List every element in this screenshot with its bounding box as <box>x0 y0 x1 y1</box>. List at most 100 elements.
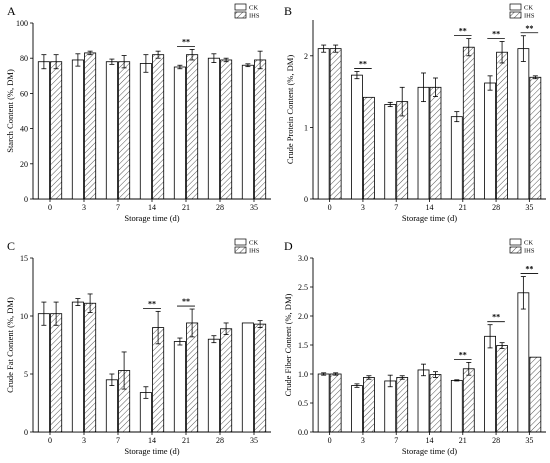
x-tick-label: 35 <box>250 436 258 445</box>
bar-ihs <box>84 302 97 433</box>
bar-ihs <box>462 46 475 200</box>
x-axis-title: Storage time (d) <box>402 213 457 223</box>
y-tick-label: 2 <box>304 52 308 61</box>
bar-ihs <box>496 345 508 433</box>
bar-ck <box>484 335 496 433</box>
x-tick-label: 28 <box>216 203 224 212</box>
significance-label: ** <box>525 265 533 274</box>
legend-swatch-ihs <box>509 11 522 19</box>
significance-label: ** <box>182 37 190 46</box>
y-tick-label: 2.5 <box>298 283 308 292</box>
significance-label: ** <box>459 27 467 36</box>
legend-label-ck: CK <box>249 5 258 12</box>
y-tick-label: 0 <box>304 195 308 204</box>
bar-ck <box>207 57 220 200</box>
y-axis-title: Starch Content (%, DM) <box>5 69 15 153</box>
y-tick-label: 0.0 <box>298 428 308 437</box>
panel-label: A <box>7 4 16 18</box>
bar-ck <box>517 48 530 200</box>
panel-label: D <box>284 239 293 253</box>
significance-label: ** <box>492 313 500 322</box>
x-tick-label: 21 <box>459 203 467 212</box>
legend-swatch-ck <box>234 3 247 11</box>
significance-label: ** <box>525 24 533 33</box>
panel-label: C <box>7 239 15 253</box>
x-tick-label: 21 <box>182 436 190 445</box>
bar-ihs <box>186 54 199 200</box>
bar-ck <box>37 313 50 433</box>
bar-ck <box>351 74 363 200</box>
significance-label: ** <box>459 350 467 359</box>
bar-ihs <box>363 377 375 433</box>
significance-label: ** <box>492 29 500 38</box>
legend-label-ck: CK <box>524 240 533 247</box>
bar-ck <box>37 61 50 200</box>
x-tick-label: 0 <box>48 203 52 212</box>
x-tick-label: 14 <box>148 203 156 212</box>
legend-swatch-ck <box>509 3 522 11</box>
legend-swatch-ck <box>509 238 522 246</box>
significance-label: ** <box>359 60 367 69</box>
chart-panel-b: B 0 1 2 Crude Protein Content (%, DM) Storage… <box>284 3 546 223</box>
x-tick-label: 35 <box>525 436 533 445</box>
x-tick-label: 35 <box>250 203 258 212</box>
y-tick-label: 5 <box>24 370 28 379</box>
bar-ck <box>317 48 330 200</box>
bar-ck <box>351 385 363 433</box>
bar-ihs <box>186 322 199 433</box>
bar-ihs <box>329 48 342 200</box>
bar-ihs <box>50 61 63 200</box>
bar-ck <box>71 301 84 433</box>
x-axis-title: Storage time (d) <box>124 446 179 456</box>
bar-ihs <box>254 323 267 433</box>
bar-ihs <box>84 52 97 200</box>
legend-label-ck: CK <box>524 5 533 12</box>
y-tick-label: 40 <box>20 125 28 134</box>
chart-panel-c: C 0 5 10 15 Crude Fat Content (%, DM) Storage … <box>5 238 271 456</box>
x-tick-label: 28 <box>216 436 224 445</box>
bar-ihs <box>254 59 267 200</box>
y-tick-label: 1 <box>304 123 308 132</box>
y-tick-label: 60 <box>20 89 28 98</box>
x-tick-label: 3 <box>82 436 86 445</box>
bar-ck <box>207 338 220 433</box>
bar-ihs <box>396 377 409 433</box>
x-tick-label: 0 <box>328 436 332 445</box>
bar-ck <box>173 66 186 200</box>
bar-ihs <box>220 328 233 433</box>
panel-label: B <box>284 4 292 18</box>
bar-ihs <box>363 96 375 200</box>
chart-panel-d: D 0.0 0.5 1.0 1.5 2.0 2.5 3.0 Crude Fiber Conten… <box>283 238 546 456</box>
y-tick-label: 100 <box>16 19 28 28</box>
x-tick-label: 7 <box>394 203 398 212</box>
bar-ihs <box>429 86 442 200</box>
y-tick-label: 0 <box>24 195 28 204</box>
bar-ck <box>384 104 397 200</box>
x-tick-label: 3 <box>361 203 365 212</box>
bar-ck <box>241 322 254 433</box>
y-tick-label: 2.0 <box>298 312 308 321</box>
bar-ck <box>417 369 430 433</box>
y-axis-title: Crude Fat Content (%, DM) <box>5 297 15 393</box>
bar-ck <box>484 82 496 200</box>
bar-ck <box>139 63 152 200</box>
bar-ck <box>173 341 186 433</box>
y-tick-label: 1.0 <box>298 370 308 379</box>
bar-ck <box>317 373 330 433</box>
legend-swatch-ck <box>234 238 247 246</box>
y-tick-label: 0.5 <box>298 399 308 408</box>
bar-ihs <box>462 368 475 433</box>
x-axis-title: Storage time (d) <box>402 446 457 456</box>
bar-ck <box>241 64 254 200</box>
legend-label-ihs: IHS <box>249 248 260 255</box>
y-tick-label: 20 <box>20 160 28 169</box>
bar-ck <box>105 379 118 433</box>
x-tick-label: 14 <box>426 203 434 212</box>
legend-label-ihs: IHS <box>524 13 535 20</box>
chart-panel-a: A 0 20 40 60 80 100 Starch Content (%, DM) Stora… <box>5 3 271 223</box>
legend-swatch-ihs <box>234 246 247 254</box>
significance-label: ** <box>148 299 156 308</box>
legend-label-ihs: IHS <box>524 248 535 255</box>
x-tick-label: 3 <box>82 203 86 212</box>
bar-ck <box>517 292 530 433</box>
